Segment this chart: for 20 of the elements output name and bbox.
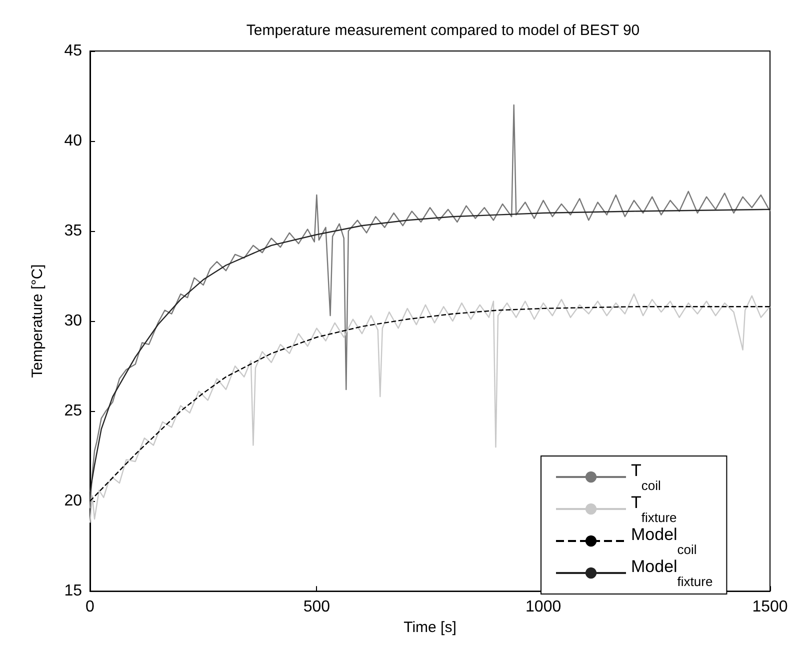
legend-label: Tcoil [631,461,661,493]
x-tick-label: 1000 [526,598,562,616]
y-tick-label: 25 [64,402,82,420]
x-tick-label: 0 [86,598,95,616]
y-tick-label: 40 [64,132,82,150]
chart-title: Temperature measurement compared to model of BEST 90 [246,22,640,39]
y-tick-label: 15 [64,582,82,600]
legend-label: Modelcoil [631,525,697,557]
x-axis-title: Time [s] [404,619,456,636]
y-axis-title: Temperature [°C] [29,264,46,378]
y-tick-label: 45 [64,42,82,60]
line-series [89,208,771,493]
y-tick-label: 35 [64,222,82,240]
legend-label: Modelfixture [631,557,713,589]
x-tick-label: 1500 [752,598,788,616]
x-tick-label: 500 [303,598,330,616]
legend-label: Tfixture [631,493,677,525]
y-tick-label: 20 [64,492,82,510]
line-series [89,104,771,509]
y-tick-label: 30 [64,312,82,330]
